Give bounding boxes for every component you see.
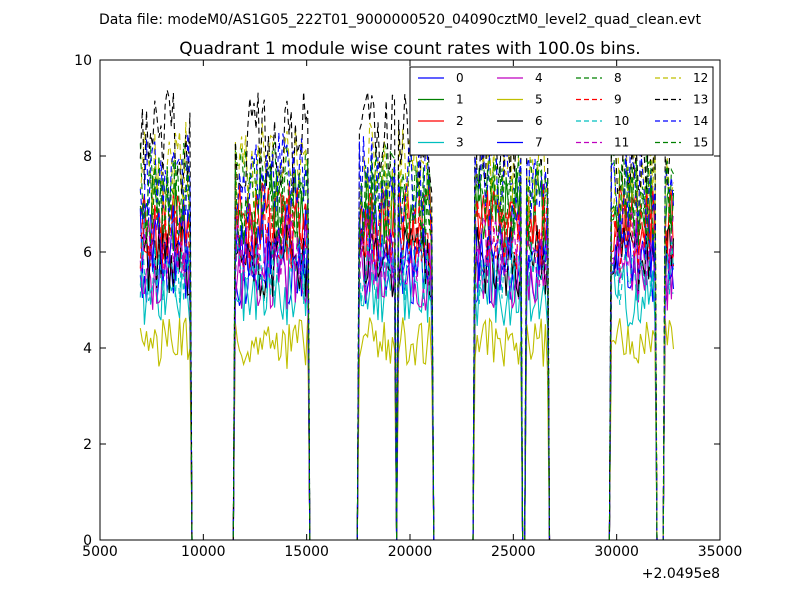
legend-label-12: 12 [693, 71, 708, 85]
series-layer [139, 88, 675, 540]
y-tick-label: 8 [83, 149, 92, 165]
y-tick-label: 6 [83, 245, 92, 261]
legend-label-7: 7 [535, 136, 543, 150]
x-offset-label: +2.0495e8 [642, 566, 720, 582]
chart-title: Quadrant 1 module wise count rates with … [179, 39, 640, 59]
legend-label-1: 1 [456, 93, 464, 107]
x-tick-label: 35000 [698, 544, 743, 560]
legend-label-5: 5 [535, 93, 543, 107]
series-line-2 [139, 182, 675, 540]
series-line-9 [139, 193, 675, 540]
legend-label-3: 3 [456, 136, 464, 150]
series-line-4 [139, 239, 675, 540]
legend-label-4: 4 [535, 71, 543, 85]
series-line-12 [139, 121, 675, 540]
legend-label-13: 13 [693, 93, 708, 107]
x-tick-label: 15000 [284, 544, 329, 560]
legend-label-14: 14 [693, 114, 708, 128]
x-axis: 5000 10000 15000 20000 25000 30000 35000 [82, 60, 742, 560]
legend-label-9: 9 [614, 93, 622, 107]
x-tick-label: 5000 [82, 544, 118, 560]
legend-label-6: 6 [535, 114, 543, 128]
series-line-13 [139, 88, 675, 540]
legend-label-2: 2 [456, 114, 464, 128]
legend-label-8: 8 [614, 71, 622, 85]
series-line-8 [139, 141, 674, 540]
legend-label-0: 0 [456, 71, 464, 85]
series-line-14 [139, 132, 675, 540]
y-tick-label: 0 [83, 533, 92, 549]
series-line-7 [139, 202, 675, 540]
series-line-5 [139, 317, 675, 540]
y-tick-label: 4 [83, 341, 92, 357]
x-tick-label: 25000 [491, 544, 536, 560]
legend-label-10: 10 [614, 114, 629, 128]
y-tick-label: 10 [74, 53, 92, 69]
legend-label-11: 11 [614, 136, 629, 150]
x-tick-label: 20000 [388, 544, 433, 560]
legend-frame [409, 66, 714, 156]
suptitle: Data file: modeM0/AS1G05_222T01_90000005… [99, 12, 701, 28]
x-tick-label: 10000 [181, 544, 226, 560]
y-tick-label: 2 [83, 437, 92, 453]
legend-label-15: 15 [693, 136, 708, 150]
series-line-6 [139, 224, 675, 540]
x-tick-label: 30000 [594, 544, 639, 560]
